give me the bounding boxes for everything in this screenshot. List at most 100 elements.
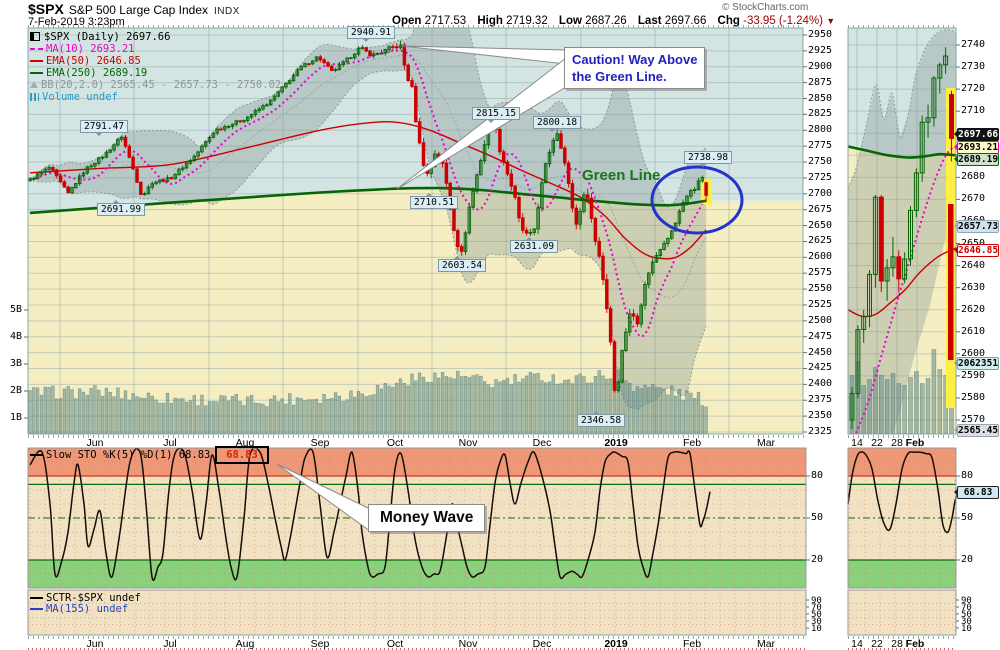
sto-legend-label: Slow STO %K(5) %D(1) 68.83 [46, 449, 211, 461]
mini-date-label-22: 22 [871, 437, 883, 449]
inspector-icon[interactable] [30, 32, 40, 41]
volume-bars-icon [30, 93, 39, 101]
month-label-aug: Aug [235, 638, 255, 650]
badge-pointer-icon [112, 196, 120, 204]
ma10-swatch-icon [30, 48, 43, 50]
ma155-legend: MA(155) undef [30, 603, 128, 615]
legend-ma10-label: MA(10) 2693.21 [46, 43, 135, 55]
month-label-dec: Dec [532, 638, 552, 650]
mini-chart-border [847, 27, 957, 435]
price-badge: 2603.54 [438, 256, 487, 272]
sto-panel-mini [847, 447, 959, 589]
axis-value-badge: 2697.66 [954, 128, 999, 141]
sto-axis-label: 50 [811, 512, 824, 523]
money-wave-label: Money Wave [380, 509, 474, 526]
sctr-axis-label: 30 [811, 617, 822, 627]
sto-mini-axis-label: 20 [961, 554, 974, 565]
y-axis-label: 2500 [808, 314, 833, 326]
bottom-red-dots-mini [848, 648, 956, 650]
month-label-jul: Jul [163, 437, 177, 449]
volume-axis-label: 5B [9, 304, 22, 315]
caution-line1: Caution! Way Above [572, 52, 698, 67]
month-label-oct: Oct [386, 638, 404, 650]
axis-value-badge: 2689.19 [954, 153, 999, 166]
mini-y-axis-label: 2620 [961, 303, 986, 315]
mid-tick-strip [28, 435, 806, 438]
mini-date-label-28: 28 [891, 638, 903, 650]
price-badge: 2631.09 [510, 237, 559, 253]
badge-pointer-icon [592, 407, 600, 415]
sto-mini-axis-label: 80 [961, 470, 974, 481]
mini-date-label-22: 22 [871, 638, 883, 650]
candlestick-series [28, 40, 708, 393]
sctr-axis-label: 90 [811, 596, 822, 606]
volume-axis-label: 1B [9, 412, 22, 423]
ema250-swatch-icon [30, 72, 43, 74]
symbol-name: S&P 500 Large Cap Index [68, 3, 209, 17]
y-axis-label: 2625 [808, 235, 833, 247]
high-label: High [477, 15, 503, 27]
bottom-tick-strip-mini [848, 636, 956, 639]
main-chart-border [27, 27, 804, 435]
y-axis-label: 2425 [808, 362, 833, 374]
high-value: 2719.32 [506, 15, 548, 27]
y-axis-label: 2750 [808, 156, 833, 168]
symbol: $SPX [28, 1, 64, 17]
sto-legend: Slow STO %K(5) %D(1) 68.83 [30, 449, 210, 461]
sctr-mini-axis-label: 50 [961, 610, 972, 620]
badge-arrow-icon [950, 130, 958, 138]
legend-volume-label: Volume undef [42, 91, 118, 103]
sctr-axis-label: 10 [811, 624, 822, 634]
mini-y-axis-label: 2680 [961, 171, 986, 183]
legend-bb-label: BB(20,2.0) 2565.45 - 2657.73 - 2750.02 [41, 79, 282, 91]
axis-value-badge: 2062351 [954, 357, 999, 370]
price-badge: 2940.91 [347, 26, 396, 42]
top-tick-strip [28, 25, 803, 28]
price-badge: 2800.18 [533, 116, 582, 132]
legend-ema50-label: EMA(50) 2646.85 [46, 55, 141, 67]
mini-y-axis-label: 2710 [961, 105, 986, 117]
y-axis-label: 2800 [808, 124, 833, 136]
badge-arrow-icon [950, 246, 958, 254]
money-wave-callout[interactable]: Money Wave [368, 504, 486, 532]
month-label-2019: 2019 [604, 638, 628, 650]
badge-arrow-icon [950, 143, 958, 151]
month-label-mar: Mar [756, 437, 776, 449]
badge-pointer-icon [699, 163, 707, 171]
legend-ema50: EMA(50) 2646.85 [30, 55, 141, 67]
y-axis-label: 2525 [808, 298, 833, 310]
month-label-nov: Nov [458, 437, 478, 449]
volume-axis-label: 3B [9, 358, 22, 369]
caution-line2: the Green Line. [572, 69, 667, 84]
price-badge: 2815.15 [472, 107, 521, 123]
y-axis-label: 2700 [808, 187, 833, 199]
badge-pointer-icon [362, 38, 370, 46]
month-label-dec: Dec [532, 437, 552, 449]
badge-arrow-icon [950, 426, 958, 434]
legend-volume: Volume undef [30, 91, 118, 103]
caution-callout[interactable]: Caution! Way Above the Green Line. [564, 47, 706, 89]
volume-axis-label: 2B [9, 385, 22, 396]
sctr-axis-label: 50 [811, 610, 822, 620]
mini-chart-background [848, 28, 956, 434]
title-row: $SPX S&P 500 Large Cap Index INDX [28, 1, 240, 17]
badge-arrow-icon [950, 488, 958, 496]
y-axis-label: 2600 [808, 251, 833, 263]
badge-pointer-icon [487, 119, 495, 127]
low-value: 2687.26 [585, 15, 627, 27]
month-label-jun: Jun [86, 638, 104, 650]
axis-value-badge: 68.83 [954, 486, 999, 499]
badge-arrow-icon [950, 359, 958, 367]
mini-y-axis-label: 2600 [961, 347, 986, 359]
highlight-ellipse [650, 165, 744, 235]
mini-y-axis-label: 2570 [961, 414, 986, 426]
last-value: 2697.66 [664, 15, 707, 27]
legend-series: $SPX (Daily) 2697.66 [30, 31, 170, 43]
sctr-axis-label: 70 [811, 603, 822, 613]
price-badge: 2346.58 [577, 411, 626, 427]
mini-date-label-28: 28 [891, 437, 903, 449]
y-axis-label: 2675 [808, 203, 833, 215]
badge-pointer-icon [525, 233, 533, 241]
